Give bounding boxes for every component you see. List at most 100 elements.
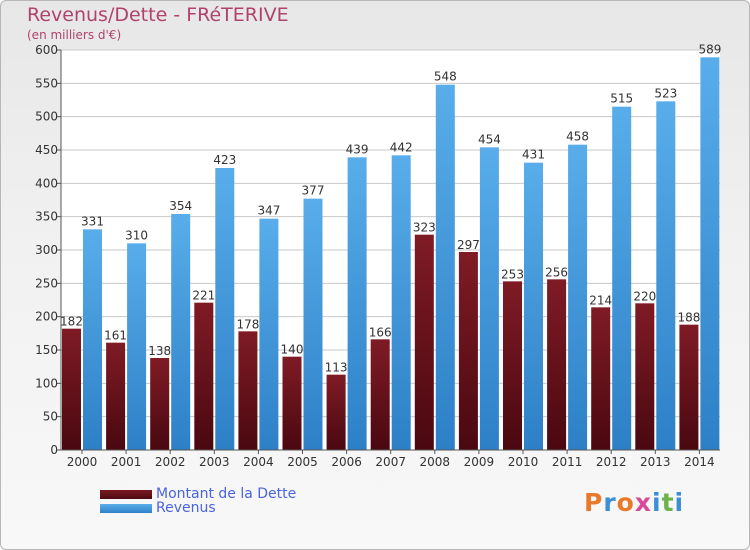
legend-label-debt: Montant de la Dette — [156, 486, 297, 502]
data-label-revenue: 523 — [654, 86, 677, 100]
data-label-debt: 253 — [501, 267, 524, 281]
x-tick-label: 2003 — [199, 455, 230, 469]
logo-letter: i — [652, 488, 662, 517]
x-tick-label: 2010 — [508, 455, 539, 469]
bar-revenue — [435, 84, 455, 451]
data-label-revenue: 589 — [698, 42, 721, 56]
data-label-revenue: 377 — [302, 184, 325, 198]
x-tick-label: 2011 — [552, 455, 583, 469]
data-label-debt: 140 — [281, 343, 304, 357]
bar-revenue — [127, 243, 147, 450]
bar-debt — [194, 302, 214, 450]
bar-revenue — [303, 198, 323, 450]
data-label-revenue: 347 — [257, 204, 280, 218]
x-tick-label: 2001 — [111, 455, 142, 469]
x-tick-label: 2005 — [287, 455, 318, 469]
data-label-revenue: 354 — [169, 199, 192, 213]
x-tick-label: 2013 — [640, 455, 671, 469]
data-label-revenue: 331 — [81, 214, 104, 228]
data-label-revenue: 439 — [346, 142, 369, 156]
data-label-revenue: 515 — [610, 92, 633, 106]
bar-debt — [414, 234, 434, 450]
bar-revenue — [656, 101, 676, 450]
data-label-revenue: 454 — [478, 132, 501, 146]
data-label-revenue: 431 — [522, 148, 545, 162]
legend-label-revenue: Revenus — [156, 500, 216, 516]
logo-letter: t — [661, 488, 675, 517]
bar-debt — [238, 331, 258, 450]
bar-revenue — [215, 168, 235, 450]
data-label-debt: 323 — [413, 221, 436, 235]
bar-debt — [503, 281, 522, 450]
data-label-debt: 178 — [236, 317, 259, 331]
legend-swatch-debt — [100, 489, 152, 499]
y-tick-label: 0 — [50, 443, 58, 457]
data-label-debt: 161 — [104, 329, 127, 343]
x-tick-label: 2004 — [243, 455, 274, 469]
logo-letter: r — [603, 488, 617, 517]
bar-revenue — [391, 155, 411, 451]
bar-revenue — [568, 144, 588, 450]
proxiti-logo: Proxiti — [584, 488, 684, 517]
data-label-revenue: 548 — [434, 70, 457, 84]
bar-revenue — [524, 162, 543, 450]
x-tick-label: 2002 — [155, 455, 186, 469]
data-label-debt: 113 — [325, 361, 348, 375]
data-label-revenue: 458 — [566, 130, 589, 144]
bar-revenue — [259, 218, 279, 450]
y-tick-label: 150 — [35, 343, 58, 357]
legend-item-debt: Montant de la Dette — [100, 486, 296, 502]
bar-debt — [282, 356, 302, 450]
logo-letter: o — [616, 488, 635, 517]
data-label-debt: 256 — [545, 265, 568, 279]
bar-debt — [458, 252, 478, 450]
bar-debt — [547, 279, 567, 450]
bar-debt — [106, 342, 126, 450]
y-tick-label: 100 — [35, 376, 58, 390]
x-tick-label: 2014 — [684, 455, 715, 469]
y-tick-label: 200 — [35, 310, 58, 324]
bar-debt — [370, 339, 390, 450]
data-label-revenue: 423 — [213, 153, 236, 167]
y-tick-label: 50 — [43, 410, 58, 424]
y-tick-label: 400 — [35, 176, 58, 190]
bar-debt — [150, 358, 170, 450]
data-label-debt: 214 — [589, 293, 612, 307]
y-tick-label: 600 — [35, 43, 58, 57]
bar-revenue — [171, 214, 191, 450]
bar-revenue — [700, 57, 720, 450]
y-tick-label: 350 — [35, 210, 58, 224]
data-label-revenue: 442 — [390, 140, 413, 154]
y-tick-label: 450 — [35, 143, 58, 157]
x-tick-label: 2009 — [464, 455, 495, 469]
bar-revenue — [612, 106, 632, 451]
bar-debt — [62, 328, 81, 450]
bar-debt — [635, 303, 655, 450]
data-label-revenue: 310 — [125, 228, 148, 242]
logo-letter: P — [584, 488, 604, 517]
data-label-debt: 188 — [677, 311, 700, 325]
x-tick-label: 2012 — [596, 455, 627, 469]
legend-swatch-revenue — [100, 503, 152, 513]
bar-revenue — [347, 157, 367, 451]
bar-debt — [679, 324, 699, 450]
y-tick-label: 500 — [35, 110, 58, 124]
bar-debt — [326, 374, 346, 450]
bar-debt — [591, 307, 611, 450]
legend-item-revenue: Revenus — [100, 500, 216, 516]
logo-letter: i — [674, 488, 685, 517]
x-tick-label: 2000 — [67, 455, 98, 469]
logo-letter: x — [634, 488, 652, 517]
x-tick-label: 2007 — [375, 455, 406, 469]
data-label-debt: 220 — [633, 289, 656, 303]
data-label-debt: 166 — [369, 325, 392, 339]
y-tick-label: 250 — [35, 276, 58, 290]
bar-revenue — [83, 229, 102, 450]
data-label-debt: 182 — [60, 315, 83, 329]
x-tick-label: 2006 — [331, 455, 362, 469]
chart-title: Revenus/Dette - FRéTERIVE — [27, 4, 289, 26]
y-tick-label: 300 — [35, 243, 58, 257]
data-label-debt: 221 — [192, 289, 215, 303]
chart-subtitle: (en milliers d'€) — [27, 28, 122, 42]
